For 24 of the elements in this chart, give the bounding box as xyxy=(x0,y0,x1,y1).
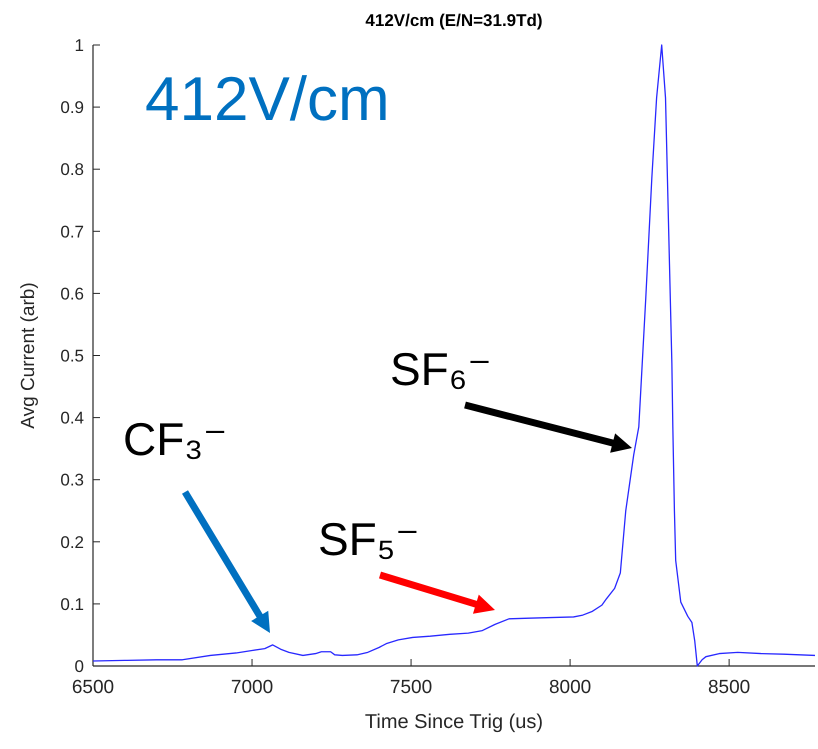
y-tick-label: 0.6 xyxy=(60,284,84,304)
annotation: SF₆⁻ xyxy=(390,343,492,395)
y-tick-label: 0.8 xyxy=(60,160,84,180)
x-tick-label: 8000 xyxy=(548,677,592,698)
y-tick-label: 0.2 xyxy=(60,532,84,552)
annotation: 412V/cm xyxy=(145,65,390,134)
y-tick-label: 0.3 xyxy=(60,470,84,490)
x-tick-label: 7500 xyxy=(390,677,432,698)
y-tick-label: 0.5 xyxy=(60,346,84,366)
y-tick-label: 0.4 xyxy=(60,408,84,428)
y-tick-label: 0.7 xyxy=(60,222,84,242)
y-tick-label: 0 xyxy=(74,657,84,676)
chart-title: 412V/cm (E/N=31.9Td) xyxy=(365,11,543,30)
y-tick-label: 0.9 xyxy=(60,98,84,118)
x-axis-title: Time Since Trig (us) xyxy=(364,711,544,733)
annotation: SF₅⁻ xyxy=(318,513,420,565)
y-tick-label: 1 xyxy=(74,36,84,55)
x-tick-label: 6500 xyxy=(72,677,114,698)
y-axis-title: Avg Current (arb) xyxy=(18,282,39,429)
x-tick-label: 7000 xyxy=(230,677,274,698)
y-tick-label: 0.1 xyxy=(60,594,84,614)
annotation: CF₃⁻ xyxy=(123,413,228,465)
line-series xyxy=(92,44,816,667)
x-tick-label: 8500 xyxy=(708,677,750,698)
